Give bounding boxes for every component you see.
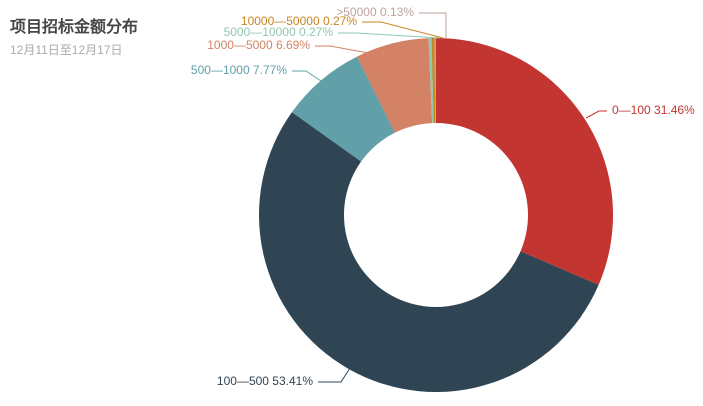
- pie-slice-5[interactable]: [431, 38, 436, 124]
- pie-label-3: 1000—5000 6.69%: [207, 38, 310, 52]
- pie-label-6: >50000 0.13%: [336, 5, 414, 19]
- pie-label-line-1: [318, 367, 351, 383]
- pie-label-2: 500—1000 7.77%: [191, 63, 287, 77]
- pie-label-line-2: [292, 70, 322, 82]
- pie-slice-6[interactable]: [434, 38, 436, 123]
- pie-label-line-0: [585, 110, 607, 119]
- pie-slice-1[interactable]: [258, 112, 599, 393]
- pie-label-line-3: [315, 45, 397, 59]
- pie-label-5: 10000—50000 0.27%: [241, 14, 357, 28]
- pie-label-0: 0—100 31.46%: [612, 103, 695, 117]
- pie-label-4: 5000—10000 0.27%: [224, 25, 334, 39]
- pie-slice-4[interactable]: [428, 38, 434, 124]
- pie-label-line-4: [338, 32, 441, 39]
- pie-slice-0[interactable]: [436, 38, 614, 285]
- pie-label-1: 100—500 53.41%: [217, 374, 313, 388]
- pie-label-line-5: [362, 21, 444, 39]
- chart-subtitle: 12月11日至12月17日: [10, 43, 123, 57]
- pie-label-line-6: [419, 12, 447, 39]
- pie-slice-2[interactable]: [291, 56, 395, 162]
- chart-title: 项目招标金额分布: [10, 19, 139, 36]
- pie-slice-3[interactable]: [357, 38, 433, 133]
